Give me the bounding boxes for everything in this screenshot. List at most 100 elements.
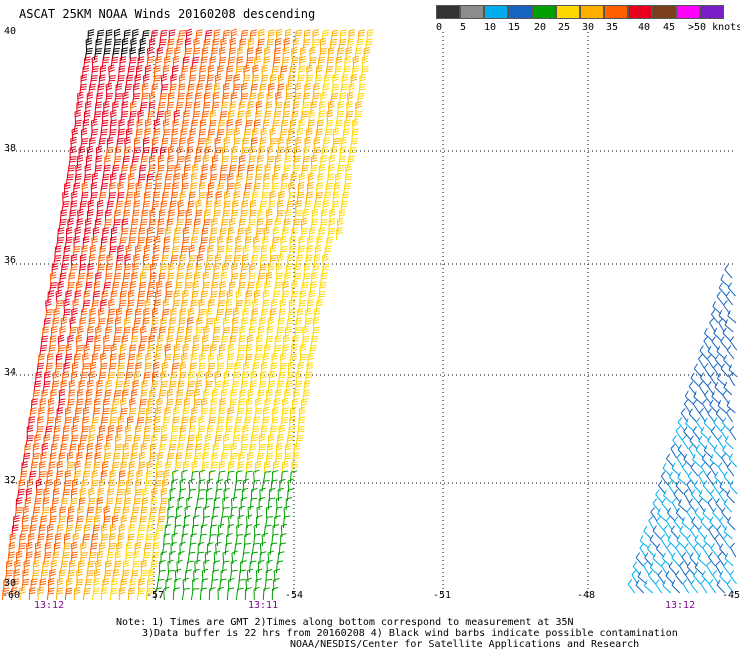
wind-barb <box>295 254 304 268</box>
wind-barb <box>194 155 202 169</box>
wind-barb <box>10 587 18 601</box>
wind-barb <box>237 164 245 178</box>
wind-barb <box>202 219 211 232</box>
wind-barb <box>219 515 228 529</box>
wind-barb <box>204 550 212 565</box>
wind-barb <box>722 327 731 342</box>
wind-barb <box>185 389 194 403</box>
wind-barb <box>712 300 722 315</box>
wind-barb <box>265 452 274 466</box>
wind-barb <box>657 508 667 522</box>
wind-barb <box>277 433 284 448</box>
wind-barb <box>671 579 681 594</box>
wind-barb <box>102 515 111 529</box>
wind-barb <box>722 417 731 432</box>
wind-barb <box>282 344 289 358</box>
wind-barb <box>158 39 167 52</box>
wind-barb <box>298 118 305 133</box>
wind-barb <box>240 82 248 97</box>
wind-barb <box>152 425 161 439</box>
wind-barb <box>156 343 163 358</box>
wind-barb <box>214 253 222 268</box>
wind-barb <box>151 83 159 97</box>
wind-barb <box>280 470 289 484</box>
wind-barb <box>202 334 209 349</box>
wind-barb <box>128 460 136 475</box>
wind-barb <box>717 552 725 567</box>
footnote-line-1: Note: 1) Times are GMT 2)Times along bot… <box>116 617 574 628</box>
wind-barb <box>130 452 138 466</box>
wind-barb <box>113 506 121 520</box>
wind-barb <box>215 488 223 502</box>
east-swath-wind-barbs <box>627 264 738 594</box>
wind-barb <box>106 372 116 385</box>
wind-barb <box>103 452 111 466</box>
wind-barb <box>272 226 280 241</box>
wind-barb <box>360 65 369 79</box>
wind-barb <box>217 470 226 484</box>
wind-barb <box>74 173 82 187</box>
wind-barb <box>327 100 335 115</box>
wind-barb <box>179 307 187 322</box>
wind-barb <box>192 227 200 241</box>
wind-barb <box>218 56 227 70</box>
wind-barb <box>100 299 107 313</box>
wind-barb <box>686 534 695 549</box>
wind-barb <box>723 561 731 576</box>
wind-barb <box>688 381 697 396</box>
wind-barb <box>47 407 55 421</box>
wind-barb <box>192 344 199 358</box>
wind-barb <box>724 319 734 333</box>
wind-barb <box>702 480 711 495</box>
wind-barb <box>236 173 243 187</box>
wind-barb <box>333 181 341 196</box>
wind-barb <box>230 326 239 340</box>
wind-barb <box>716 579 726 594</box>
wind-barb <box>133 253 140 268</box>
wind-barb <box>281 290 290 304</box>
wind-barb <box>675 507 685 522</box>
wind-barb <box>179 190 187 205</box>
wind-barb <box>291 110 299 124</box>
wind-barb <box>720 363 729 378</box>
wind-barb <box>309 46 316 61</box>
wind-barb <box>127 587 136 601</box>
wind-barb <box>142 73 150 88</box>
wind-barb <box>231 550 238 565</box>
wind-barb <box>713 444 722 459</box>
wind-barb <box>74 407 82 421</box>
wind-barb <box>259 83 267 97</box>
wind-barb <box>305 74 314 88</box>
wind-barb <box>126 127 133 142</box>
wind-barb <box>213 147 222 160</box>
wind-barb <box>14 559 21 574</box>
wind-barb <box>670 525 679 540</box>
wind-barb <box>298 416 306 430</box>
wind-barb <box>142 371 151 385</box>
wind-barb <box>112 219 121 232</box>
wind-barb <box>206 478 213 493</box>
wind-barb <box>265 271 273 286</box>
wind-barb <box>260 425 268 439</box>
lon-label: -48 <box>577 590 596 601</box>
wind-barb <box>71 127 79 142</box>
wind-barb <box>686 479 693 495</box>
wind-barb <box>129 515 138 529</box>
wind-barb <box>111 398 120 412</box>
wind-barb <box>707 435 716 450</box>
wind-barb <box>82 533 90 547</box>
wind-barb <box>286 136 294 151</box>
wind-barb <box>318 163 326 178</box>
wind-barb <box>45 298 52 313</box>
wind-barb <box>154 182 162 196</box>
wind-barb <box>191 56 200 70</box>
wind-barb <box>203 388 210 403</box>
wind-barb <box>66 461 75 475</box>
wind-barb <box>205 318 214 331</box>
wind-barb <box>220 37 227 52</box>
wind-barb <box>141 263 150 277</box>
wind-barb <box>703 335 711 351</box>
wind-barb <box>50 559 58 574</box>
wind-barb <box>176 559 183 574</box>
wind-barb <box>73 182 81 196</box>
